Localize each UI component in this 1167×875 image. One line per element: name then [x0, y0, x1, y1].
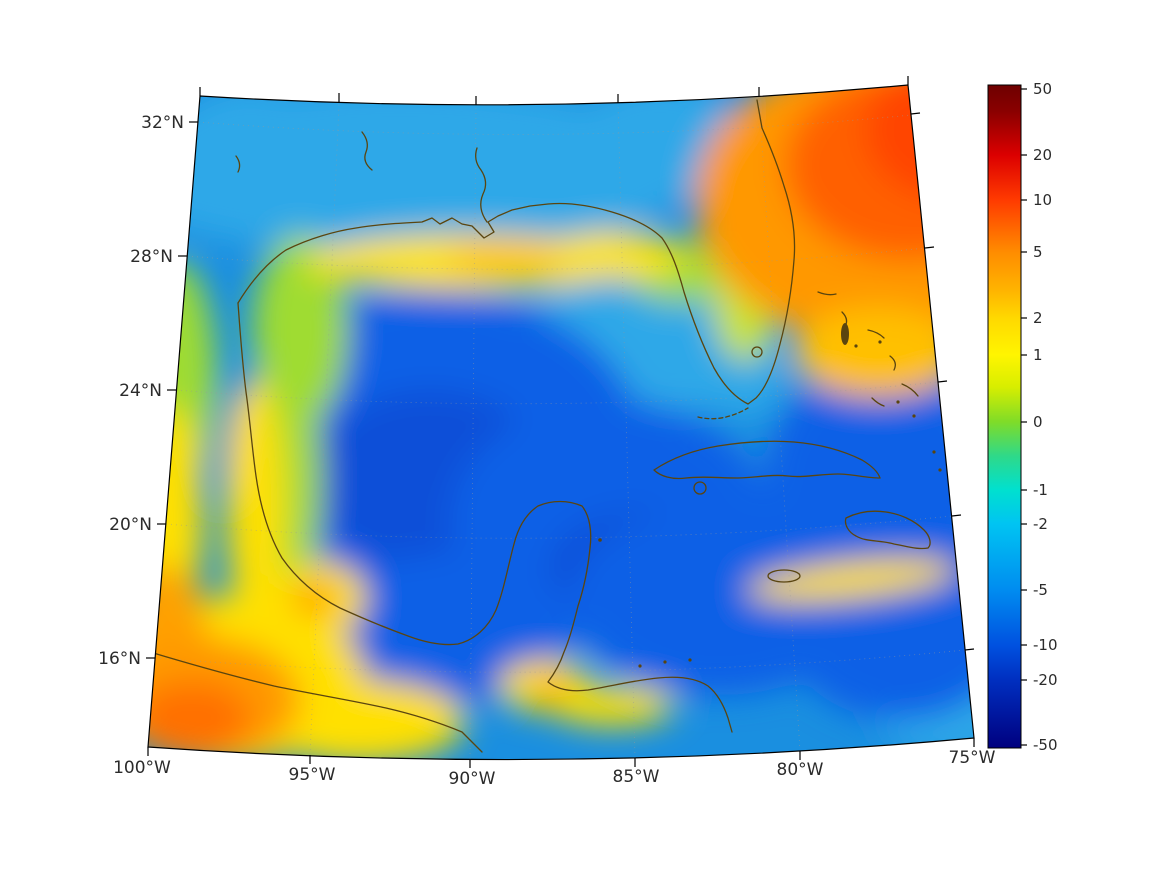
axis-ticks [146, 76, 975, 768]
coastline-florida-keys [697, 407, 749, 420]
colorbar-tick-label: 0 [1033, 413, 1043, 431]
coastline-pacific [149, 651, 483, 753]
colorbar-tick-label: -5 [1033, 581, 1048, 599]
lon-tick-label: 85°W [613, 767, 660, 787]
latitude-labels: 32°N 28°N 24°N 20°N 16°N [98, 113, 184, 669]
lon-tick-label: 95°W [289, 765, 336, 785]
colorbar-tick-label: 20 [1033, 146, 1052, 164]
colorbar-tick-label: -10 [1033, 636, 1058, 654]
lon-tick-label: 90°W [449, 769, 496, 789]
coastline-hispaniola [844, 510, 931, 550]
coastline-mexico-yucatan [237, 302, 733, 733]
lat-tick-label: 32°N [141, 113, 184, 133]
lat-tick-label: 16°N [98, 649, 141, 669]
river-small [235, 155, 241, 173]
coastline-jamaica [767, 569, 801, 583]
colorbar-tick-label: -20 [1033, 671, 1058, 689]
river-texas [361, 131, 373, 171]
colorbar-gradient [987, 84, 1022, 749]
isla-juventud [693, 481, 707, 495]
river-mississippi [475, 147, 488, 223]
map-frame [147, 84, 975, 761]
colorbar-tick-label: 10 [1033, 191, 1052, 209]
graticule [154, 95, 966, 760]
longitude-labels: 100°W 95°W 90°W 85°W 80°W 75°W [113, 748, 996, 789]
colorbar: 50 20 10 5 2 1 0 -1 -2 -5 -10 -20 -50 [987, 80, 1058, 754]
coastlines [149, 99, 942, 753]
colorbar-tick-label: -1 [1033, 481, 1048, 499]
coastline-us-gulf-florida [237, 99, 796, 405]
lat-tick-label: 20°N [109, 515, 152, 535]
lon-tick-label: 100°W [113, 758, 171, 778]
lon-tick-label: 75°W [949, 748, 996, 768]
bahamas-islands [598, 291, 942, 668]
lat-tick-label: 24°N [119, 381, 162, 401]
colorbar-tick-label: -50 [1033, 736, 1058, 754]
colorbar-tick-label: 1 [1033, 346, 1043, 364]
lake-okeechobee [751, 346, 763, 358]
lon-tick-label: 80°W [777, 760, 824, 780]
coastline-cuba [653, 440, 881, 480]
colorbar-tick-label: -2 [1033, 515, 1048, 533]
heatmap-field [148, 85, 974, 760]
colorbar-tick-label: 50 [1033, 80, 1052, 98]
colorbar-ticks [1021, 88, 1027, 746]
colorbar-tick-label: 5 [1033, 243, 1043, 261]
colorbar-tick-label: 2 [1033, 309, 1043, 327]
lat-tick-label: 28°N [130, 247, 173, 267]
colorbar-labels: 50 20 10 5 2 1 0 -1 -2 -5 -10 -20 -50 [1033, 80, 1058, 754]
